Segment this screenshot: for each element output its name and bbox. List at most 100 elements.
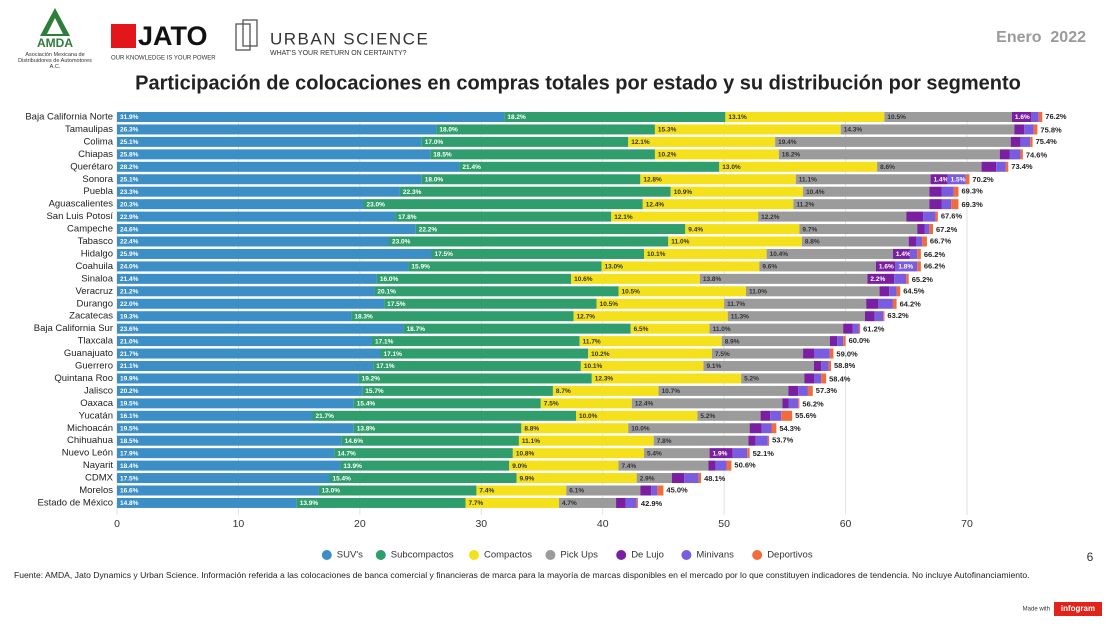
segment-label: 12.8% [643,176,662,183]
bar-segment [889,286,897,297]
urban-tag: WHAT'S YOUR RETURN ON CERTAINTY? [270,50,407,57]
segment-label: 11.7% [583,338,601,345]
segment-label: 12.1% [614,214,633,221]
bar-segment [795,174,931,185]
bar-segment [117,149,431,160]
bar-segment [403,323,631,334]
bar-segment [1011,112,1032,122]
bar-segment [518,435,654,446]
bar-segment [852,323,859,334]
bar-segment [117,448,335,459]
bar-segment [858,323,861,334]
bar-segment [951,199,959,210]
segment-label: 19.3% [120,313,139,320]
bar-segment [296,497,466,508]
bar-segment [1038,112,1043,122]
category-label: Coahuila [76,261,114,272]
bar-segment [334,448,513,459]
segment-label: 14.6% [345,438,364,445]
bar-segment [726,460,732,471]
bar-segment [351,311,574,322]
bar-segment [117,311,352,322]
segment-label: 13.8% [357,425,376,432]
total-label: 57.3% [816,386,838,395]
bar-segment [929,224,933,235]
bar-segment [117,410,313,421]
segment-label: 2.9% [640,475,655,482]
bar-segment [814,373,822,384]
segment-label: 17.5% [435,251,454,258]
bar-segment [930,174,948,185]
x-tick-label: 20 [354,518,366,530]
segment-label: 17.1% [375,338,394,345]
segment-label: 13.9% [300,500,319,507]
bar-segment [504,112,726,122]
total-label: 54.3% [779,424,801,433]
bar-segment [628,136,776,147]
segment-label: 16.6% [120,488,139,495]
bar-segment [875,261,896,272]
legend-swatch [681,550,692,560]
bar-segment [117,236,389,247]
total-label: 45.0% [666,485,688,494]
bar-segment [653,435,749,446]
bar-segment [571,273,700,284]
bar-segment [579,336,722,347]
bar-segment [782,398,789,409]
bar-segment [697,410,761,421]
bar-segment [509,460,619,471]
segment-label: 8.9% [725,338,740,345]
segment-label: 10.4% [770,251,789,258]
segment-label: 18.0% [425,176,444,183]
legend-label: SUV's [337,550,363,561]
segment-label: 15.7% [365,388,384,395]
bar-segment [642,199,794,210]
legend-swatch [752,550,763,560]
segment-label: 9.4% [688,226,703,233]
bar-segment [906,211,924,222]
legend-label: Minivans [696,550,734,561]
bar-segment [651,485,658,496]
bar-segment [376,273,572,284]
bar-segment [996,161,1006,172]
segment-label: 23.0% [392,239,411,246]
segment-label: 18.5% [120,438,139,445]
bar-segment [341,435,519,446]
x-tick-label: 40 [597,518,609,530]
category-label: Aguascalientes [49,199,114,210]
segment-label: 16.1% [120,413,139,420]
category-label: Colima [83,136,113,147]
segment-label: 15.3% [658,127,677,134]
bar-segment [318,485,477,496]
bar-segment [941,186,954,197]
category-label: Estado de México [37,497,113,508]
total-label: 69.3% [962,187,984,196]
segment-label: 11.1% [799,176,817,183]
bar-segment [117,248,432,259]
segment-label: 13.8% [703,276,722,283]
bar-segment [746,286,880,297]
segment-label: 10.8% [516,450,535,457]
segment-label: 23.6% [120,326,139,333]
bar-segment [941,199,952,210]
bar-segment [760,410,771,421]
bar-segment [761,423,772,434]
total-label: 66.2% [924,261,946,270]
x-tick-label: 60 [840,518,852,530]
bar-segment [721,336,830,347]
bar-segment [906,273,909,284]
total-label: 63.2% [887,311,909,320]
infogram: infogram [1061,604,1095,613]
bar-segment [601,261,760,272]
bar-segment [591,373,742,384]
total-label: 75.8% [1040,125,1062,134]
segment-label: 14.3% [844,127,863,134]
bar-segment [631,398,783,409]
bar-segment [759,261,876,272]
legend-swatch [375,550,386,560]
bar-segment [923,211,936,222]
bar-segment [953,186,959,197]
bar-segment [117,323,404,334]
bar-segment [708,460,716,471]
segment-label: 18.2% [782,152,801,159]
